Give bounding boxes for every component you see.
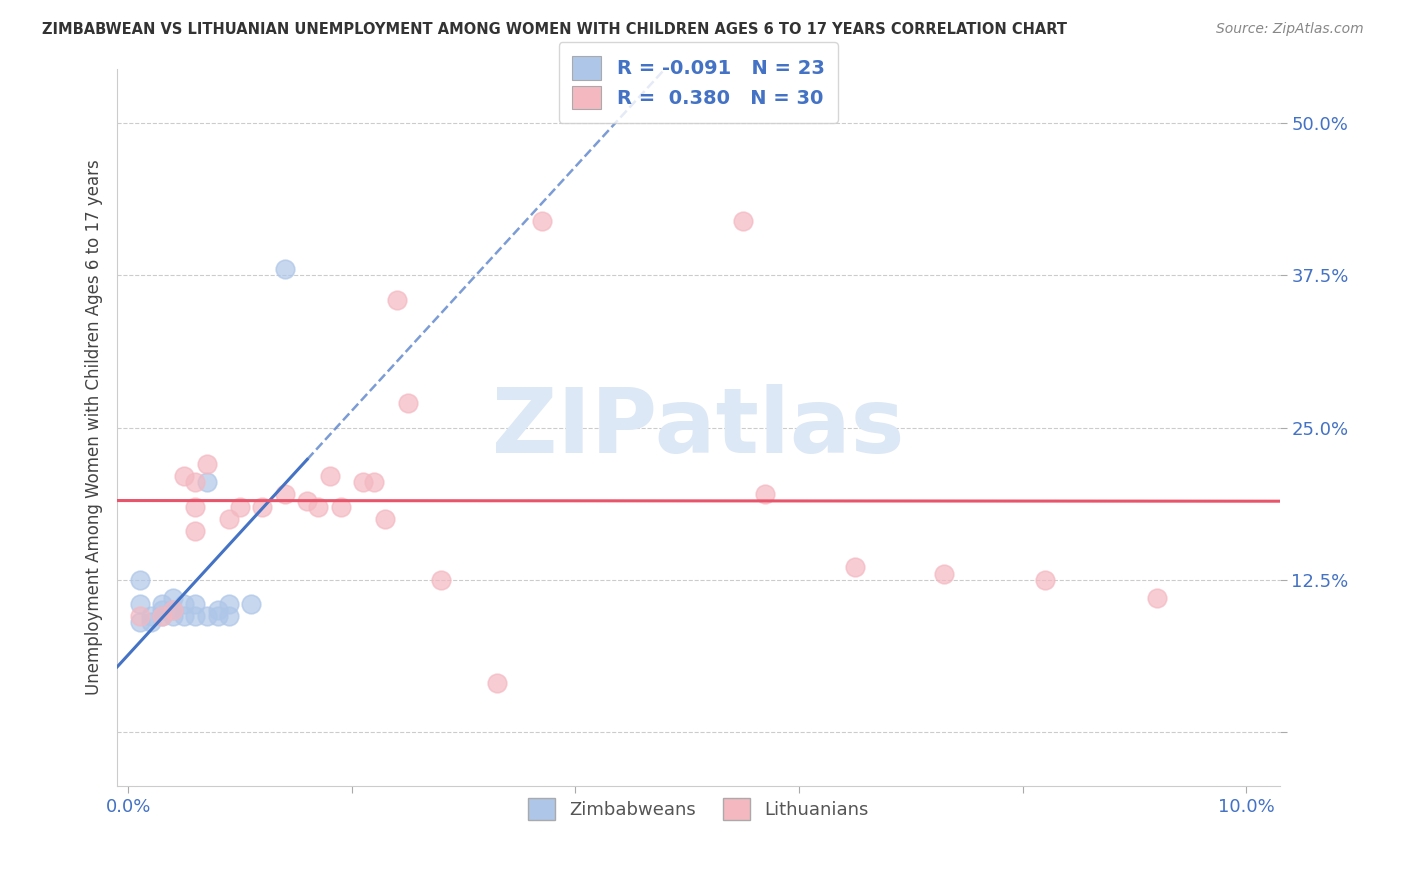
- Text: ZIPatlas: ZIPatlas: [492, 384, 904, 472]
- Point: [184, 500, 207, 514]
- Point: [207, 609, 229, 624]
- Point: [530, 213, 553, 227]
- Point: [363, 475, 385, 490]
- Point: [150, 603, 173, 617]
- Y-axis label: Unemployment Among Women with Children Ages 6 to 17 years: Unemployment Among Women with Children A…: [86, 160, 103, 696]
- Point: [844, 560, 866, 574]
- Point: [139, 615, 162, 630]
- Point: [128, 609, 150, 624]
- Point: [218, 597, 240, 611]
- Point: [128, 597, 150, 611]
- Legend: Zimbabweans, Lithuanians: Zimbabweans, Lithuanians: [513, 784, 883, 835]
- Point: [173, 597, 195, 611]
- Point: [162, 603, 184, 617]
- Point: [150, 609, 173, 624]
- Point: [184, 609, 207, 624]
- Point: [218, 609, 240, 624]
- Point: [184, 597, 207, 611]
- Point: [934, 566, 956, 581]
- Point: [1146, 591, 1168, 605]
- Point: [1033, 573, 1056, 587]
- Point: [329, 500, 352, 514]
- Point: [318, 469, 340, 483]
- Point: [240, 597, 263, 611]
- Point: [207, 603, 229, 617]
- Point: [162, 603, 184, 617]
- Point: [385, 293, 408, 307]
- Point: [274, 487, 297, 501]
- Point: [307, 500, 329, 514]
- Point: [218, 512, 240, 526]
- Point: [162, 609, 184, 624]
- Point: [295, 493, 318, 508]
- Point: [195, 609, 218, 624]
- Text: Source: ZipAtlas.com: Source: ZipAtlas.com: [1216, 22, 1364, 37]
- Point: [184, 475, 207, 490]
- Point: [184, 524, 207, 538]
- Point: [733, 213, 755, 227]
- Point: [274, 262, 297, 277]
- Point: [374, 512, 396, 526]
- Point: [162, 591, 184, 605]
- Point: [139, 609, 162, 624]
- Point: [128, 573, 150, 587]
- Point: [150, 609, 173, 624]
- Point: [252, 500, 274, 514]
- Point: [352, 475, 374, 490]
- Point: [754, 487, 776, 501]
- Point: [195, 475, 218, 490]
- Point: [396, 396, 419, 410]
- Point: [150, 597, 173, 611]
- Point: [195, 457, 218, 471]
- Point: [128, 615, 150, 630]
- Point: [173, 469, 195, 483]
- Point: [486, 676, 509, 690]
- Point: [430, 573, 453, 587]
- Text: ZIMBABWEAN VS LITHUANIAN UNEMPLOYMENT AMONG WOMEN WITH CHILDREN AGES 6 TO 17 YEA: ZIMBABWEAN VS LITHUANIAN UNEMPLOYMENT AM…: [42, 22, 1067, 37]
- Point: [173, 609, 195, 624]
- Point: [229, 500, 252, 514]
